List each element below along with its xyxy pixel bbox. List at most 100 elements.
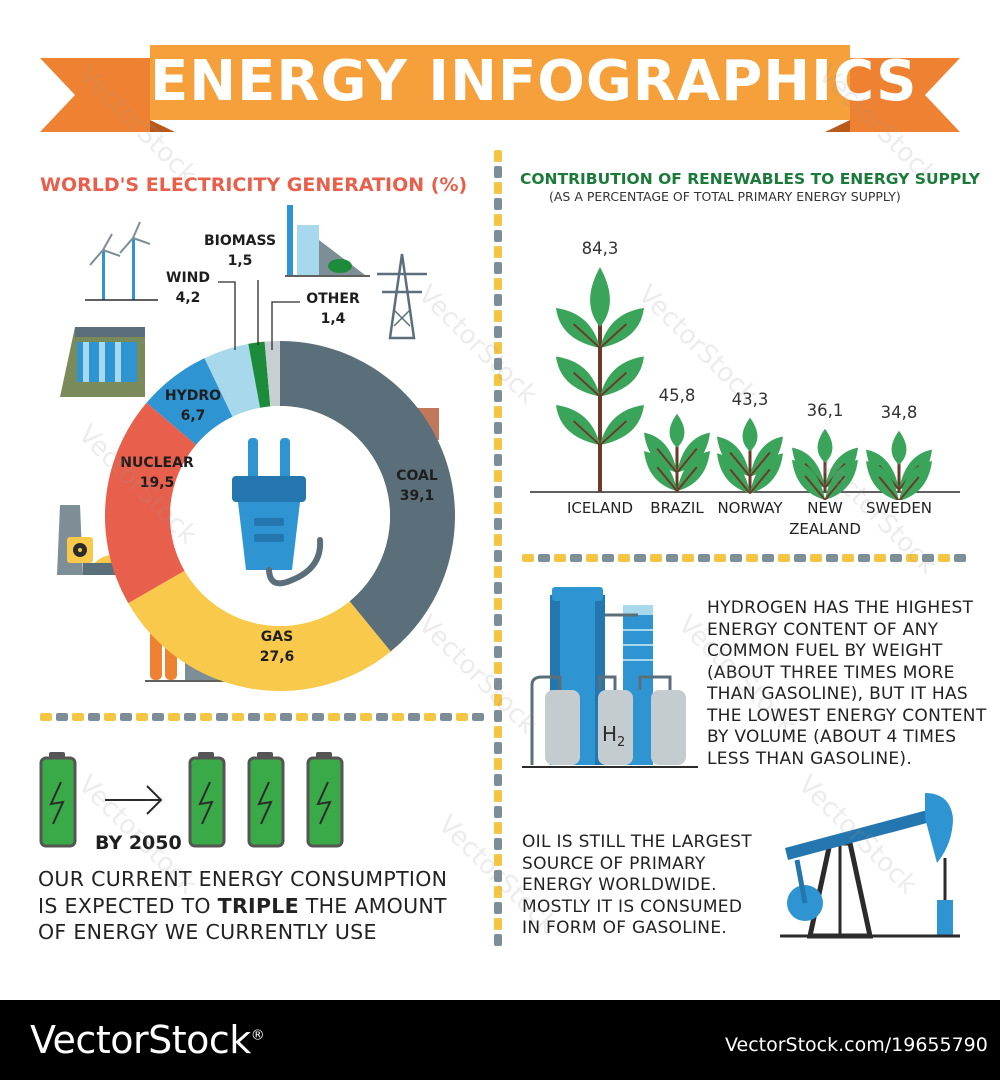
tree-new-zealand [792,428,858,500]
renewables-title: CONTRIBUTION OF RENEWABLES TO ENERGY SUP… [520,170,980,188]
oil-line: ENERGY WORLDWIDE. [522,875,717,895]
biomass-value: 1,5 [227,253,253,269]
tree-value-brazil: 45,8 [658,385,696,405]
footer-reg-mark: ® [250,1027,265,1044]
arrow-right-icon [105,785,163,815]
consumption-text: OUR CURRENT ENERGY CONSUMPTION IS EXPECT… [38,866,448,946]
gas-label: GAS 27,6 [247,627,307,667]
other-label: OTHER 1,4 [300,289,366,329]
tree-value-new-zealand: 36,1 [806,400,844,420]
hydrogen-line: ENERGY CONTENT OF ANY [707,619,939,640]
triple-emphasis: TRIPLE [217,893,299,918]
plug-icon [232,438,324,587]
battery-icon [247,752,285,848]
tree-iceland [556,267,644,492]
oil-line: IN FORM OF GASOLINE. [522,918,728,938]
hydrogen-text: HYDROGEN HAS THE HIGHEST ENERGY CONTENT … [707,598,987,770]
tree-value-sweden: 34,8 [880,402,918,422]
tree-value-norway: 43,3 [731,389,769,409]
oil-line: MOSTLY IT IS CONSUMED [522,896,743,917]
coal-label: COAL 39,1 [387,466,447,506]
coal-value: 39,1 [399,488,435,504]
country-brazil: BRAZIL [650,499,704,517]
renewables-subtitle: (AS A PERCENTAGE OF TOTAL PRIMARY ENERGY… [549,189,901,204]
country-sweden: SWEDEN [865,499,933,517]
footer-brand: VectorStock® [30,1018,265,1062]
power-pylon-icon [377,253,427,340]
other-name: OTHER [306,291,360,307]
section-dividers [40,150,966,946]
tree-norway [717,417,783,494]
donut-segment-hydro [146,358,233,445]
battery-comparison [39,752,344,848]
consumption-line-2-post: THE AMOUNT [298,893,447,918]
page-title: ENERGY INFOGRAPHICS [150,49,918,114]
renewables-tree-chart [530,267,960,500]
hydro-dam-icon [60,327,145,397]
country-iceland: ICELAND [566,499,634,517]
electricity-title: WORLD'S ELECTRICITY GENERATION (%) [40,174,468,196]
h2-label: H2 [602,722,625,750]
country-new-zealand: NEW ZEALAND [775,498,875,540]
gas-name: GAS [260,629,294,645]
tree-value-iceland: 84,3 [581,239,619,258]
biomass-name: BIOMASS [203,233,277,249]
donut-segment-gas [128,570,391,691]
nuclear-name: NUCLEAR [120,455,194,471]
other-value: 1,4 [320,311,346,327]
oil-text: OIL IS STILL THE LARGEST SOURCE OF PRIMA… [522,832,752,940]
title-ribbon [40,45,960,132]
footer-url: VectorStock.com/19655790 [725,1034,988,1056]
hydrogen-line: LESS THAN GASOLINE). [707,748,913,769]
donut-segment-biomass [248,341,271,408]
donut-segment-other [264,341,280,407]
h2-subscript: 2 [617,735,626,750]
gas-value: 27,6 [259,649,295,665]
hydrogen-line: HYDROGEN HAS THE HIGHEST [707,598,974,618]
horizontal-divider-right [522,554,966,562]
coal-name: COAL [396,468,438,484]
nuclear-value: 19,5 [139,475,175,491]
hydrogen-line: (ABOUT THREE TIMES MORE [707,662,955,683]
vertical-divider [494,150,502,946]
battery-icon [188,752,226,848]
consumption-line-2-pre: IS EXPECTED TO [38,893,218,918]
consumption-line-1: OUR CURRENT ENERGY CONSUMPTION [38,867,448,891]
hydrogen-line: THE LOWEST ENERGY CONTENT [707,705,987,726]
tree-brazil [644,413,710,492]
wind-value: 4,2 [175,290,201,306]
oil-pump-jack-icon [780,793,960,939]
donut-leader-lines [218,280,300,350]
oil-line: SOURCE OF PRIMARY [522,853,706,874]
hydro-value: 6,7 [180,408,206,424]
country-new-zealand-line2: ZEALAND [789,520,861,538]
hydrogen-plant-icon [522,587,698,768]
wind-turbine-icon [85,221,158,301]
donut-segment-coal [280,341,455,652]
hydro-name: HYDRO [164,388,222,404]
tree-sweden [866,430,932,500]
by-2050-label: BY 2050 [95,832,182,854]
hydro-label: HYDRO 6,7 [158,386,228,426]
footer-bar: VectorStock® VectorStock.com/19655790 [0,1000,1000,1080]
consumption-line-3: OF ENERGY WE CURRENTLY USE [38,920,377,944]
country-norway: NORWAY [717,499,783,517]
hydrogen-line: BY VOLUME (ABOUT 4 TIMES [707,727,957,747]
consumption-line-2: IS EXPECTED TO TRIPLE THE AMOUNT [38,893,447,920]
wind-label: WIND 4,2 [158,268,218,308]
battery-icon [39,752,77,848]
footer-brand-name: VectorStock [30,1018,251,1062]
wind-name: WIND [166,270,210,286]
country-new-zealand-line1: NEW [807,499,843,517]
donut-segment-nuclear [104,402,197,604]
donut-segment-wind [204,343,261,417]
h2-symbol: H [602,722,618,746]
hydrogen-line: COMMON FUEL BY WEIGHT [707,641,943,661]
biomass-label: BIOMASS 1,5 [195,231,285,271]
horizontal-divider-left [40,713,484,721]
battery-icon [306,752,344,848]
nuclear-label: NUCLEAR 19,5 [112,453,202,493]
oil-line: OIL IS STILL THE LARGEST [522,832,752,852]
hydrogen-line: THAN GASOLINE), BUT IT HAS [707,684,968,704]
biomass-plant-icon [285,205,370,277]
